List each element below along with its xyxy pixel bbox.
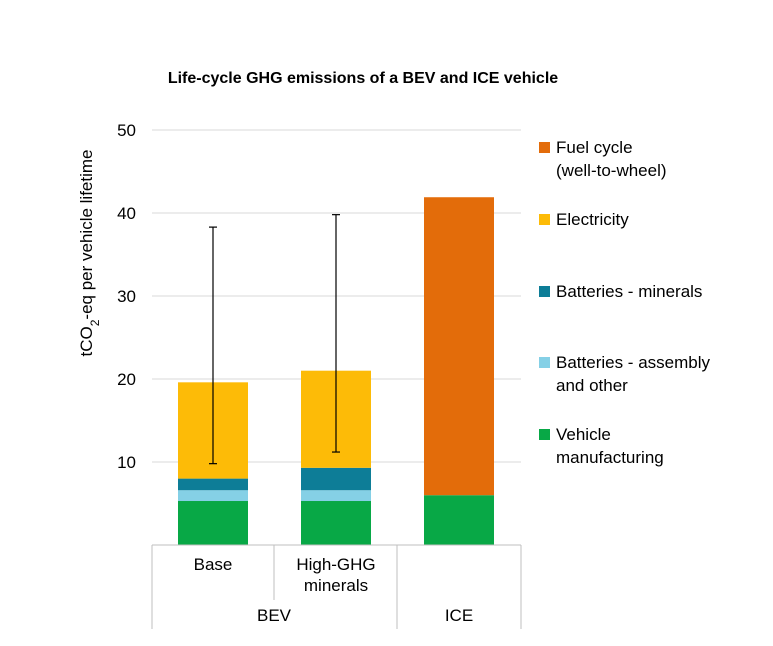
x-axis: Base High-GHG minerals BEV ICE <box>151 544 522 629</box>
y-axis-label-part: tCO <box>77 326 96 356</box>
bar-segment <box>424 197 494 496</box>
y-axis-ticks: 10 20 30 40 50 <box>117 121 136 472</box>
y-axis-label-part: -eq per vehicle lifetime <box>77 150 96 320</box>
y-axis-label: tCO2-eq per vehicle lifetime <box>77 150 102 357</box>
legend-item: Vehicle manufacturing <box>539 425 664 467</box>
legend-swatch <box>539 429 550 440</box>
bar-segment <box>178 501 248 545</box>
legend-item: Electricity <box>539 210 629 229</box>
bar-segment <box>301 467 371 491</box>
legend-label: Batteries - assembly <box>556 353 710 372</box>
legend-swatch <box>539 142 550 153</box>
bar-segment <box>178 478 248 491</box>
bar-segment <box>424 495 494 545</box>
chart-title: Life-cycle GHG emissions of a BEV and IC… <box>168 70 558 87</box>
bar-segment <box>301 490 371 502</box>
error-bars <box>209 214 340 465</box>
legend-item: Fuel cycle (well-to-wheel) <box>539 138 667 180</box>
legend-label: Fuel cycle <box>556 138 633 157</box>
legend-label: manufacturing <box>556 448 664 467</box>
legend-swatch <box>539 357 550 368</box>
legend-label: (well-to-wheel) <box>556 161 667 180</box>
y-tick-label: 10 <box>117 453 136 472</box>
y-tick-label: 20 <box>117 370 136 389</box>
legend: Fuel cycle (well-to-wheel) Electricity Batt… <box>539 138 710 467</box>
x-category-label: High-GHG <box>296 555 375 574</box>
bar-segment <box>301 501 371 545</box>
bar-segment <box>178 490 248 502</box>
legend-label: Batteries - minerals <box>556 282 702 301</box>
x-category-label: minerals <box>304 576 368 595</box>
y-tick-label: 40 <box>117 204 136 223</box>
y-tick-label: 30 <box>117 287 136 306</box>
legend-label: Vehicle <box>556 425 611 444</box>
legend-item: Batteries - minerals <box>539 282 702 301</box>
legend-swatch <box>539 214 550 225</box>
x-category-label: Base <box>194 555 233 574</box>
y-axis-label-subscript: 2 <box>88 319 102 326</box>
legend-swatch <box>539 286 550 297</box>
legend-label: and other <box>556 376 628 395</box>
x-group-label: ICE <box>445 606 473 625</box>
legend-item: Batteries - assembly and other <box>539 353 710 395</box>
legend-label: Electricity <box>556 210 629 229</box>
x-group-label: BEV <box>257 606 292 625</box>
y-tick-label: 50 <box>117 121 136 140</box>
